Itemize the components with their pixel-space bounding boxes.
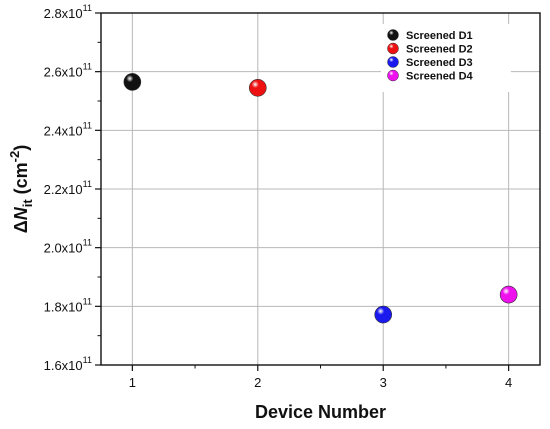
y-axis-title-unit-exponent: -2 [7, 151, 22, 163]
y-tick-exponent: 11 [83, 296, 92, 306]
y-tick-exponent: 11 [83, 238, 92, 248]
y-tick-label: 2.6x1011 [44, 62, 92, 80]
y-tick-exponent: 11 [83, 120, 92, 130]
y-axis-title-prefix: Δ [11, 220, 31, 233]
axis-ticks [95, 12, 510, 371]
y-tick-mantissa: 2.6x10 [44, 65, 83, 80]
y-tick-exponent: 11 [83, 3, 92, 13]
y-tick-exponent: 11 [83, 355, 92, 365]
data-points [123, 73, 518, 324]
y-tick-mantissa: 2.8x10 [44, 6, 83, 21]
y-tick-mantissa: 2.4x10 [44, 123, 83, 138]
data-point [248, 79, 267, 97]
y-axis-title-symbol: N [11, 206, 31, 220]
x-axis-tick-labels: 1 2 3 4 [129, 375, 513, 390]
legend-label: Screened D1 [406, 30, 473, 42]
y-axis-title-unit-close: ) [11, 145, 31, 151]
data-point [374, 305, 393, 324]
x-tick-label: 1 [129, 375, 136, 390]
y-tick-mantissa: 2.0x10 [44, 241, 83, 256]
y-tick-mantissa: 1.6x10 [44, 358, 83, 373]
x-tick-label: 3 [380, 375, 387, 390]
data-point [123, 73, 142, 91]
x-tick-label: 2 [254, 375, 261, 390]
y-tick-mantissa: 1.8x10 [44, 299, 83, 314]
legend-marker [387, 56, 399, 68]
y-tick-exponent: 11 [83, 179, 92, 189]
y-tick-exponent: 11 [83, 62, 92, 72]
x-tick-label: 4 [505, 375, 512, 390]
y-axis-title-subscript: it [20, 199, 35, 208]
y-axis-tick-labels: 1.6x10111.8x10112.0x10112.2x10112.4x1011… [44, 3, 92, 373]
grid-lines [101, 13, 540, 365]
y-tick-label: 2.4x1011 [44, 120, 92, 138]
y-tick-label: 2.0x1011 [44, 238, 92, 256]
x-axis-title: Device Number [255, 402, 386, 422]
legend-label: Screened D4 [406, 71, 474, 83]
y-tick-label: 2.2x1011 [44, 179, 92, 197]
y-tick-label: 1.8x1011 [44, 296, 92, 314]
data-point [499, 285, 518, 304]
y-tick-label: 1.6x1011 [44, 355, 92, 373]
legend-marker [387, 29, 399, 41]
legend-marker [387, 42, 399, 55]
legend-label: Screened D2 [406, 44, 473, 56]
y-axis-title: ΔNit (cm-2) [7, 145, 35, 233]
legend-background [381, 24, 511, 92]
legend-marker [387, 69, 399, 82]
y-tick-label: 2.8x1011 [44, 3, 92, 21]
y-axis-title-unit: (cm [11, 162, 31, 199]
legend-label: Screened D3 [406, 57, 473, 69]
y-tick-mantissa: 2.2x10 [44, 182, 83, 197]
